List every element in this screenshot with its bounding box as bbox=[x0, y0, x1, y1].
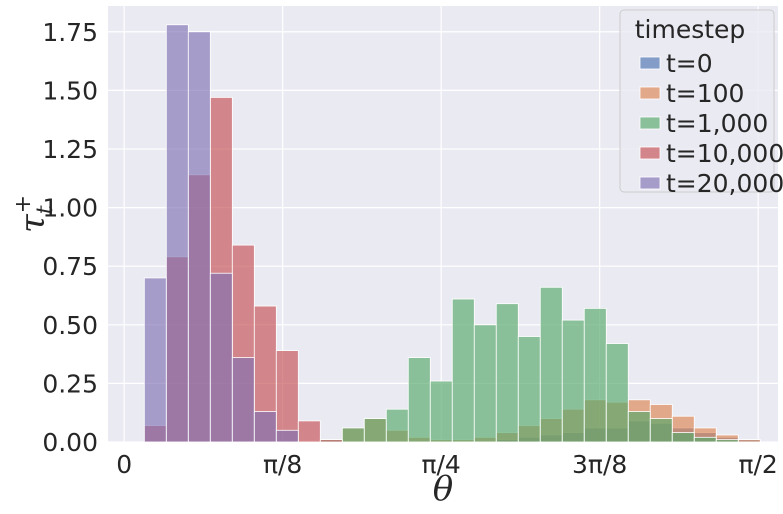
legend-box bbox=[619, 9, 775, 193]
x-tick-label: 3π/8 bbox=[572, 450, 627, 479]
legend-label: t=100 bbox=[666, 79, 744, 108]
histogram-bar bbox=[737, 439, 761, 443]
histogram-bar bbox=[539, 286, 563, 443]
legend-swatch bbox=[639, 86, 661, 100]
y-tick-label: 1.00 bbox=[42, 194, 98, 223]
x-tick-label: π/2 bbox=[738, 450, 777, 479]
legend-swatch bbox=[639, 146, 661, 160]
histogram-bar bbox=[561, 319, 585, 443]
x-tick-label: 0 bbox=[116, 450, 132, 479]
histogram-bar bbox=[363, 418, 387, 443]
y-tick-label: 0.00 bbox=[42, 428, 98, 457]
histogram-bar bbox=[143, 277, 167, 443]
x-axis-label: θ bbox=[433, 469, 453, 509]
histogram-bar bbox=[429, 380, 453, 443]
histogram-bar bbox=[649, 418, 673, 443]
histogram-bar bbox=[451, 298, 475, 443]
y-axis-label: τt+ bbox=[11, 195, 58, 233]
histogram-bar bbox=[165, 24, 189, 443]
legend-label: t=0 bbox=[666, 49, 713, 78]
y-tick-label: 1.50 bbox=[42, 76, 98, 105]
legend-label: t=10,000 bbox=[666, 139, 783, 168]
histogram-bar bbox=[671, 432, 695, 443]
svg-text:τt+: τt+ bbox=[11, 195, 58, 233]
legend-swatch bbox=[639, 116, 661, 130]
histogram-bar bbox=[231, 357, 255, 443]
y-axis-label-subscript: t bbox=[33, 205, 58, 214]
histogram-bar bbox=[693, 436, 717, 443]
y-tick-label: 0.25 bbox=[42, 369, 98, 398]
legend-label: t=20,000 bbox=[666, 169, 783, 198]
histogram-bar bbox=[407, 357, 431, 443]
y-tick-label: 0.50 bbox=[42, 311, 98, 340]
y-axis-label-main: τ bbox=[13, 213, 53, 233]
histogram-bar bbox=[341, 427, 365, 443]
histogram-bar bbox=[583, 307, 607, 443]
x-tick-label: π/8 bbox=[263, 450, 302, 479]
legend-label: t=1,000 bbox=[666, 109, 768, 138]
histogram-bar bbox=[715, 439, 739, 443]
histogram-bar bbox=[319, 439, 343, 443]
histogram-bar bbox=[517, 336, 541, 443]
histogram-bar bbox=[605, 343, 629, 443]
histogram-bar bbox=[275, 350, 299, 443]
legend-title: timestep bbox=[635, 15, 746, 44]
histogram-bar bbox=[627, 411, 651, 443]
x-tick-label: π/4 bbox=[421, 450, 460, 479]
histogram-bar bbox=[473, 324, 497, 443]
histogram-bar bbox=[253, 411, 277, 443]
y-tick-label: 0.75 bbox=[42, 252, 98, 281]
histogram-bar bbox=[209, 272, 233, 443]
histogram-bar bbox=[495, 303, 519, 443]
legend-swatch bbox=[639, 56, 661, 70]
y-axis-label-superscript: + bbox=[11, 195, 36, 213]
histogram-bar bbox=[275, 429, 299, 443]
histogram-bar bbox=[297, 420, 321, 443]
y-tick-label: 1.75 bbox=[42, 18, 98, 47]
histogram-bar bbox=[385, 408, 409, 443]
x-axis-ticks: 0 π/8 π/4 3π/8 π/2 bbox=[116, 450, 778, 479]
histogram-bar bbox=[187, 31, 211, 443]
legend-swatch bbox=[639, 176, 661, 190]
y-tick-label: 1.25 bbox=[42, 135, 98, 164]
y-axis-ticks: 0.00 0.25 0.50 0.75 1.00 1.25 1.50 1.75 bbox=[42, 18, 98, 457]
histogram-bars bbox=[143, 24, 761, 443]
